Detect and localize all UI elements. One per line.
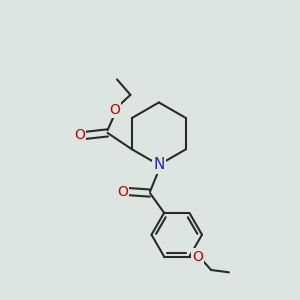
Text: N: N: [153, 158, 165, 172]
Text: O: O: [109, 103, 120, 117]
Text: O: O: [117, 184, 128, 199]
Text: O: O: [192, 250, 203, 264]
Text: O: O: [74, 128, 85, 142]
